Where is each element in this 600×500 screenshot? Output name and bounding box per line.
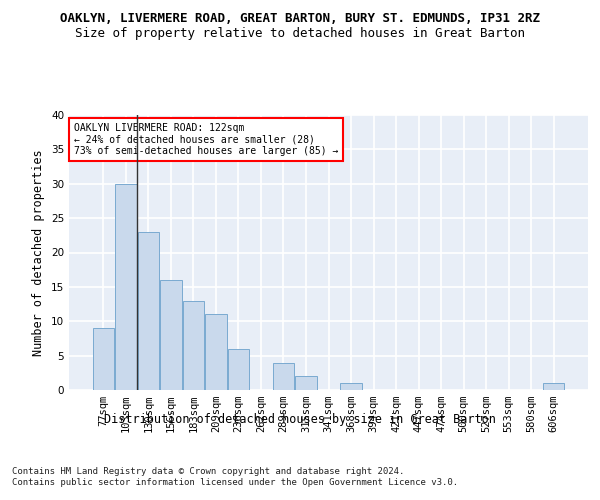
Bar (205, 314, 227, 390)
Text: Size of property relative to detached houses in Great Barton: Size of property relative to detached ho… (75, 28, 525, 40)
Text: Contains HM Land Registry data © Crown copyright and database right 2024.
Contai: Contains HM Land Registry data © Crown c… (12, 468, 458, 487)
Text: Distribution of detached houses by size in Great Barton: Distribution of detached houses by size … (104, 412, 496, 426)
Bar (340, 383, 362, 390)
Text: OAKLYN, LIVERMERE ROAD, GREAT BARTON, BURY ST. EDMUNDS, IP31 2RZ: OAKLYN, LIVERMERE ROAD, GREAT BARTON, BU… (60, 12, 540, 26)
Bar (92, 328, 114, 390)
Bar (295, 376, 317, 390)
Bar (228, 349, 249, 390)
Bar (182, 300, 204, 390)
Bar (160, 280, 182, 390)
Bar (137, 232, 159, 390)
Bar (543, 383, 565, 390)
Text: OAKLYN LIVERMERE ROAD: 122sqm
← 24% of detached houses are smaller (28)
73% of s: OAKLYN LIVERMERE ROAD: 122sqm ← 24% of d… (74, 123, 338, 156)
Bar (115, 184, 137, 390)
Bar (273, 362, 294, 390)
Y-axis label: Number of detached properties: Number of detached properties (32, 149, 46, 356)
